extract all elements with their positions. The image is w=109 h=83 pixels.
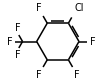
Text: F: F bbox=[36, 70, 42, 80]
Text: Cl: Cl bbox=[74, 3, 84, 13]
Text: F: F bbox=[15, 23, 21, 33]
Text: F: F bbox=[90, 37, 96, 46]
Text: F: F bbox=[15, 50, 21, 60]
Text: F: F bbox=[36, 3, 41, 13]
Text: F: F bbox=[7, 37, 13, 46]
Text: F: F bbox=[74, 70, 80, 80]
